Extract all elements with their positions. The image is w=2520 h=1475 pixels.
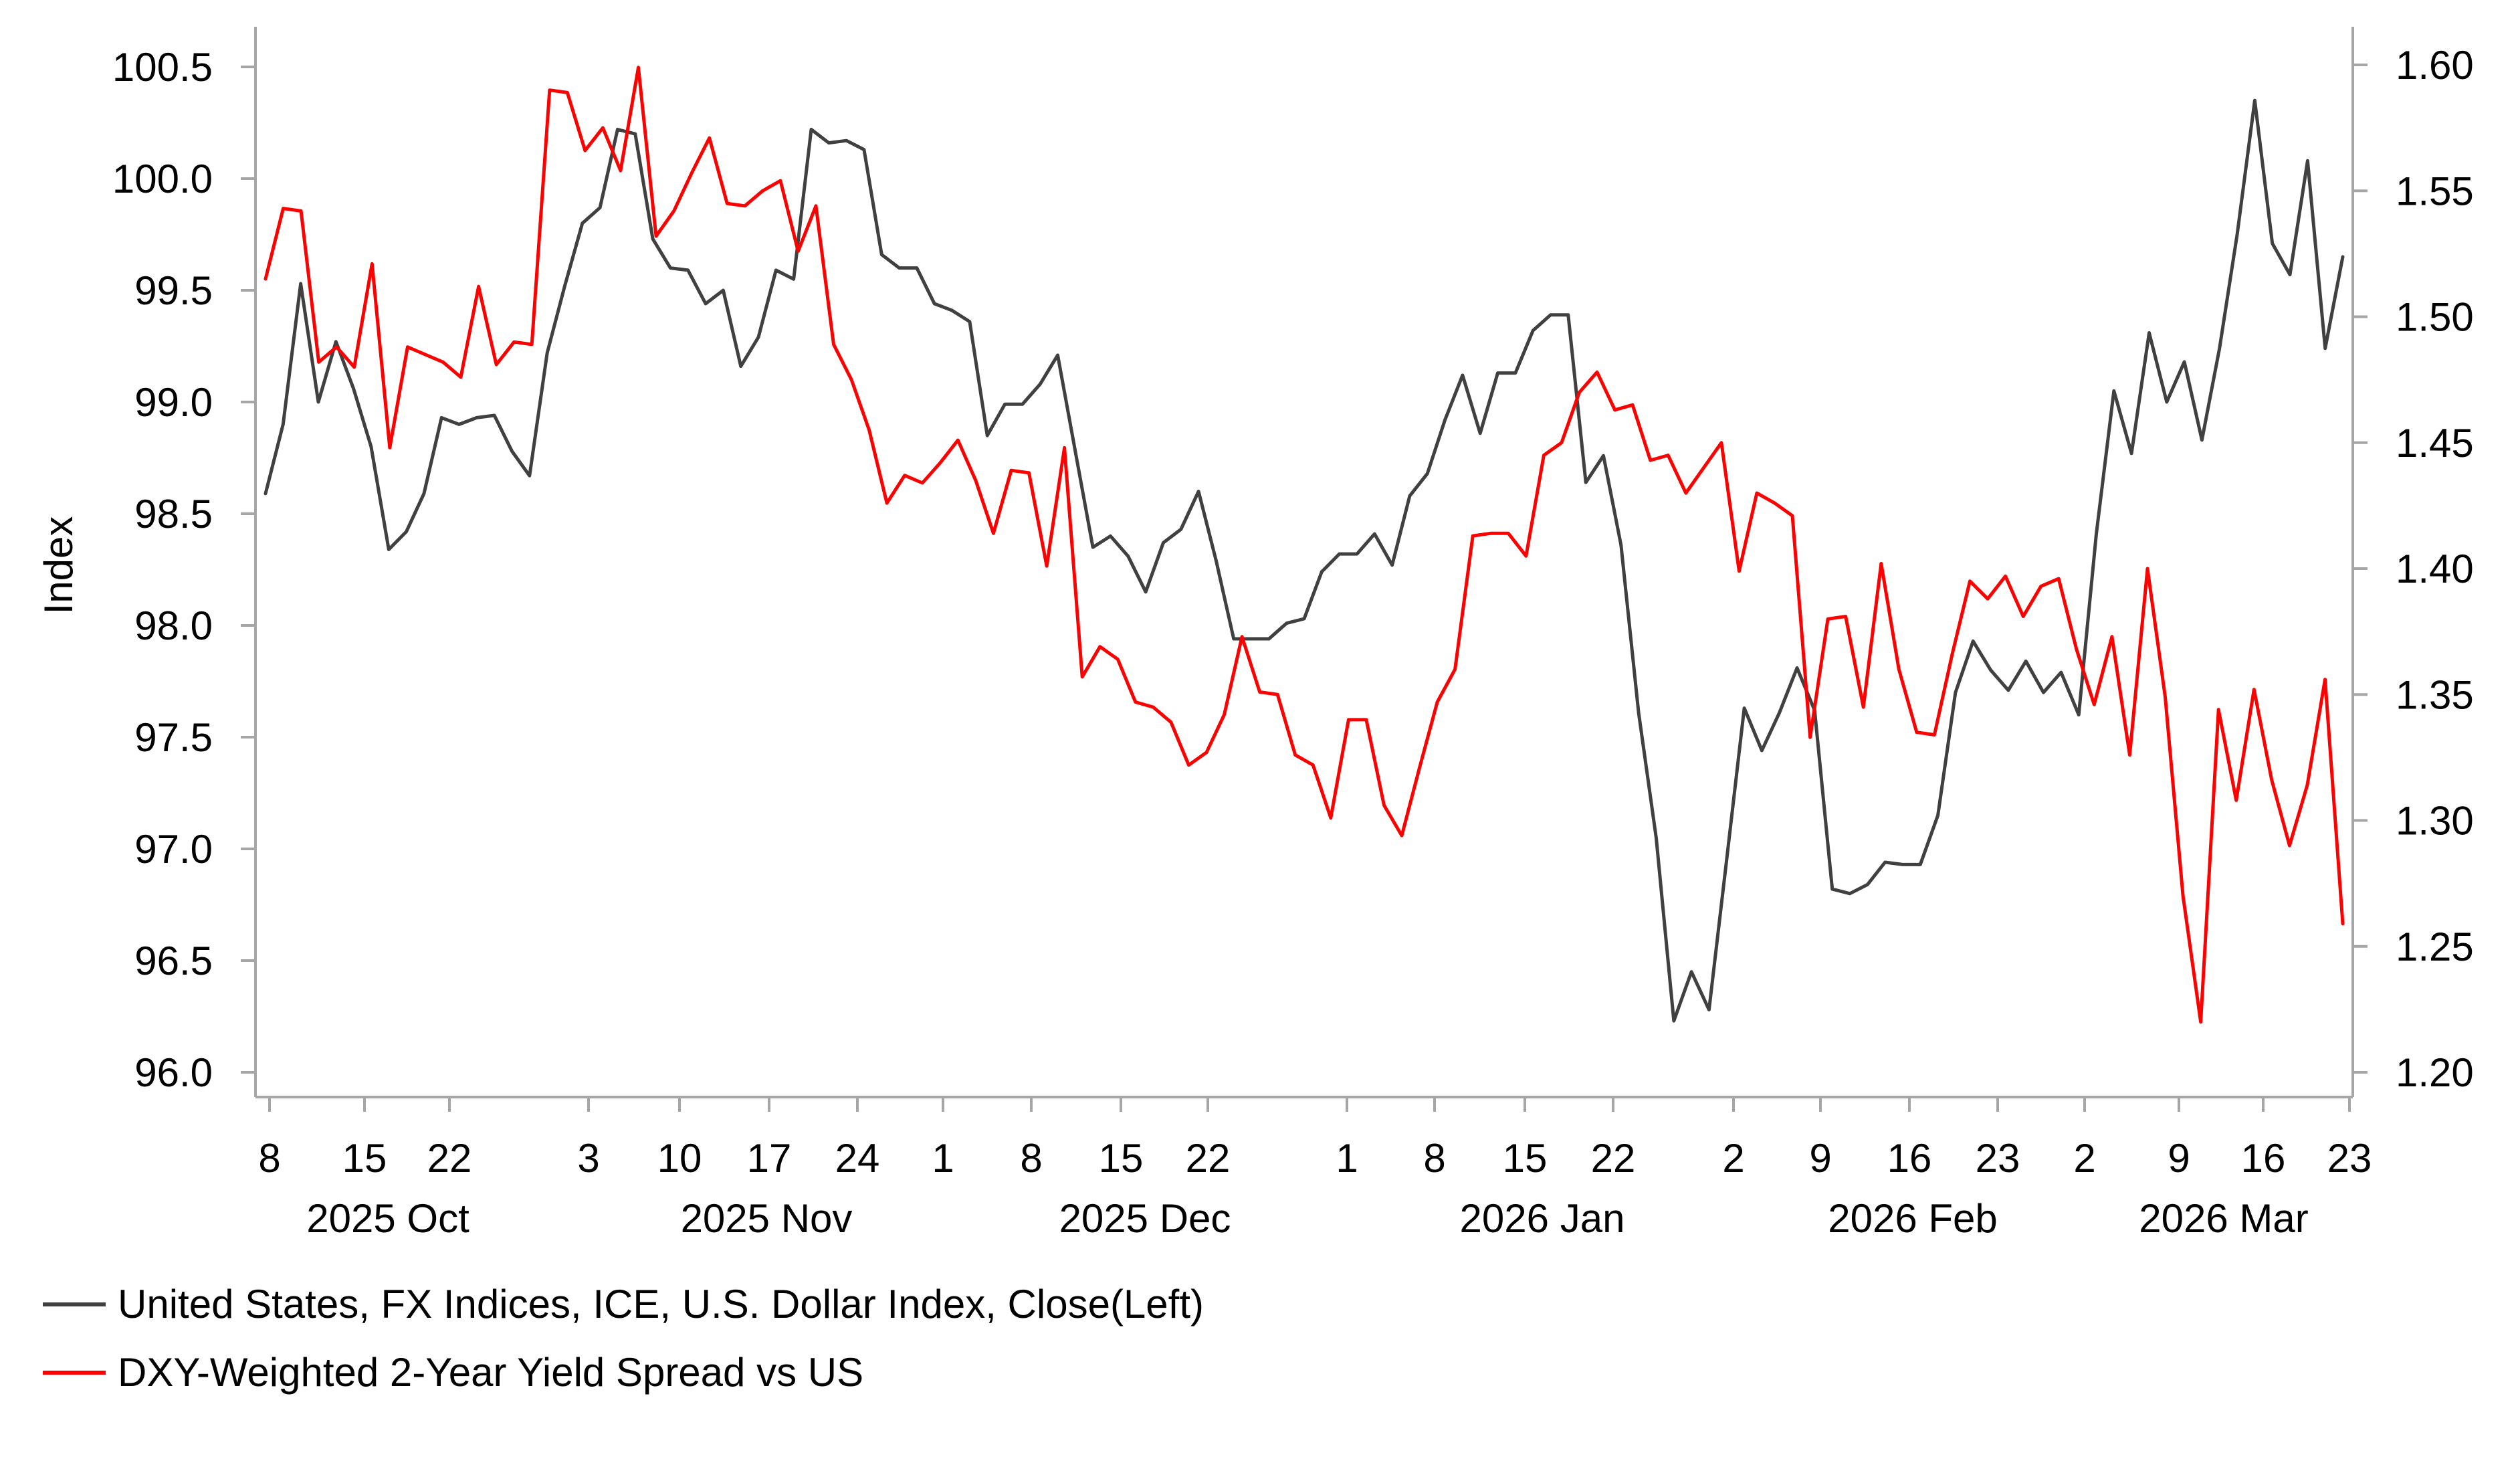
x-month-label: 2026 Jan — [1460, 1196, 1625, 1241]
series-lines — [264, 66, 2345, 1024]
x-tick-label: 9 — [1809, 1136, 1831, 1181]
x-tick-label: 9 — [2168, 1136, 2190, 1181]
left-tick-label: 97.0 — [134, 827, 213, 872]
x-tick-label: 22 — [1186, 1136, 1231, 1181]
x-month-label: 2025 Dec — [1059, 1196, 1231, 1241]
left-tick-label: 100.0 — [112, 157, 213, 201]
right-tick-label: 1.40 — [2396, 547, 2474, 591]
y-axis-title: Index — [36, 516, 81, 615]
x-tick-label: 24 — [835, 1136, 880, 1181]
right-tick-label: 1.30 — [2396, 799, 2474, 844]
left-tick-label: 96.5 — [134, 939, 213, 983]
legend-item: DXY-Weighted 2-Year Yield Spread vs US — [43, 1350, 863, 1395]
x-tick-label: 16 — [2241, 1136, 2286, 1181]
x-tick-label: 22 — [427, 1136, 472, 1181]
legend: United States, FX Indices, ICE, U.S. Dol… — [43, 1282, 1204, 1395]
x-tick-label: 23 — [2327, 1136, 2372, 1181]
usd-index-line — [264, 98, 2345, 1023]
x-tick-label: 3 — [577, 1136, 599, 1181]
x-month-label: 2025 Oct — [306, 1196, 469, 1241]
x-tick-label: 15 — [1099, 1136, 1144, 1181]
right-tick-label: 1.35 — [2396, 672, 2474, 717]
yield-spread-line — [264, 66, 2345, 1024]
x-tick-label: 8 — [1423, 1136, 1445, 1181]
x-tick-label: 15 — [342, 1136, 387, 1181]
x-tick-label: 16 — [1887, 1136, 1932, 1181]
legend-item: United States, FX Indices, ICE, U.S. Dol… — [43, 1282, 1204, 1326]
x-tick-label: 2 — [1722, 1136, 1744, 1181]
right-tick-label: 1.50 — [2396, 295, 2474, 340]
left-tick-label: 99.0 — [134, 380, 213, 425]
x-tick-label: 15 — [1503, 1136, 1548, 1181]
x-month-label: 2025 Nov — [681, 1196, 853, 1241]
left-tick-label: 97.5 — [134, 715, 213, 760]
left-tick-label: 100.5 — [112, 45, 213, 90]
right-tick-label: 1.25 — [2396, 924, 2474, 969]
axes: 96.0 96.5 97.0 97.5 98.0 98.5 99.0 99.5 100.0 100… — [36, 27, 2474, 1241]
x-tick-label: 17 — [747, 1136, 792, 1181]
right-tick-label: 1.45 — [2396, 421, 2474, 466]
x-tick-label: 1 — [1336, 1136, 1358, 1181]
x-tick-label: 8 — [258, 1136, 280, 1181]
x-tick-label: 2 — [2073, 1136, 2095, 1181]
x-tick-label: 8 — [1020, 1136, 1042, 1181]
right-tick-label: 1.55 — [2396, 169, 2474, 213]
x-tick-label: 10 — [657, 1136, 702, 1181]
left-tick-label: 98.0 — [134, 603, 213, 648]
legend-label: DXY-Weighted 2-Year Yield Spread vs US — [118, 1350, 863, 1395]
x-tick-label: 23 — [1976, 1136, 2020, 1181]
x-month-label: 2026 Feb — [1828, 1196, 1998, 1241]
x-tick-label: 1 — [932, 1136, 954, 1181]
legend-label: United States, FX Indices, ICE, U.S. Dol… — [118, 1282, 1204, 1326]
right-tick-label: 1.60 — [2396, 43, 2474, 88]
x-month-label: 2026 Mar — [2139, 1196, 2308, 1241]
left-tick-label: 98.5 — [134, 492, 213, 536]
right-tick-label: 1.20 — [2396, 1050, 2474, 1095]
left-tick-label: 96.0 — [134, 1050, 213, 1095]
x-tick-label: 22 — [1591, 1136, 1636, 1181]
left-tick-label: 99.5 — [134, 268, 213, 313]
